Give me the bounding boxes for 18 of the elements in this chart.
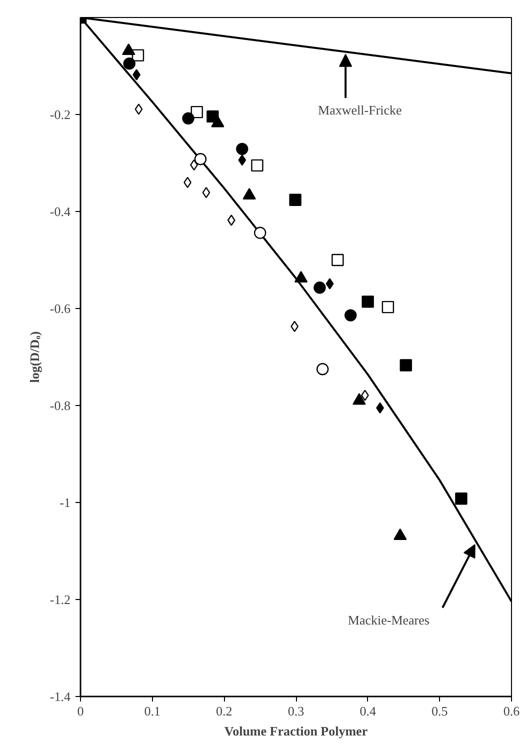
x-tick-label: 0.2: [216, 704, 232, 718]
x-tick-label: 0.6: [503, 704, 520, 718]
x-tick-label: 0: [77, 704, 84, 718]
y-axis-title: log(D/Dₒ): [26, 331, 42, 383]
y-tick-label: -1: [60, 495, 71, 510]
x-tick-label: 0.5: [432, 704, 448, 718]
annotation: Maxwell-Fricke: [318, 102, 402, 118]
x-axis-title: Volume Fraction Polymer: [224, 724, 368, 738]
annotation: Mackie-Meares: [348, 612, 430, 628]
y-tick-label: -0.8: [50, 398, 71, 413]
y-tick-label: -0.2: [50, 107, 71, 122]
y-tick-label: -1.2: [50, 592, 71, 607]
y-tick-label: -0.4: [50, 204, 71, 219]
y-tick-label: -1.4: [50, 689, 71, 704]
x-tick-label: 0.3: [288, 704, 304, 718]
y-tick-label: -0.6: [50, 301, 71, 316]
x-tick-label: 0.4: [360, 704, 376, 718]
x-tick-label: 0.1: [144, 704, 160, 718]
